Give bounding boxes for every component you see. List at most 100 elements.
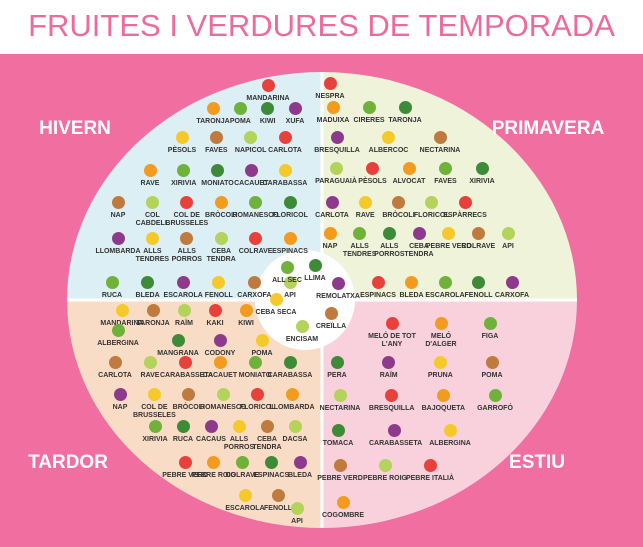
item-icon: [366, 162, 379, 175]
item-icon: [325, 196, 339, 209]
item-icon: [288, 102, 302, 115]
item-label: NECTARINA: [419, 147, 461, 154]
item-icon: [182, 388, 196, 401]
item-icon: [111, 232, 125, 245]
item-label: BAJOQUETA: [421, 405, 466, 412]
item-icon: [249, 196, 263, 209]
season-name: PRIMAVERA: [491, 118, 605, 139]
item-icon: [232, 420, 246, 433]
title-band: [0, 0, 643, 54]
item-icon: [206, 102, 220, 115]
item-label: ESCAROLA: [163, 292, 203, 299]
item-label: ALLS TENDRES: [135, 248, 170, 263]
item-icon: [108, 356, 122, 369]
item-label: BRESQUILLA: [368, 405, 415, 412]
item-label: ALBERGINA: [97, 340, 139, 347]
item-label: PÈSOLS: [167, 147, 197, 154]
item-label: PEBRE VERD: [162, 472, 208, 479]
item-label: NAPICOL: [234, 147, 267, 154]
item-icon: [382, 131, 395, 144]
item-icon: [283, 356, 297, 369]
item-icon: [244, 131, 258, 144]
item-label: CARABASSA: [267, 372, 313, 379]
item-icon: [398, 101, 412, 114]
item-label: CEBA SECA: [255, 309, 297, 316]
item-icon: [145, 196, 159, 209]
item-icon: [382, 227, 396, 240]
item-label: ROMANESCO: [200, 404, 247, 411]
item-label: ALVOCAT: [392, 178, 426, 185]
item-label: PERA: [327, 372, 347, 379]
item-icon: [412, 227, 426, 240]
item-icon: [331, 277, 345, 290]
item-icon: [290, 502, 304, 515]
item-label: MONIATO: [201, 180, 234, 187]
item-label: POMA: [251, 350, 273, 357]
item-icon: [238, 489, 252, 502]
item-icon: [434, 317, 448, 330]
item-icon: [505, 276, 519, 289]
item-label: NECTARINA: [319, 405, 361, 412]
item-icon: [442, 227, 456, 240]
item-icon: [146, 304, 160, 317]
item-label: ALLS TENDRES: [342, 243, 377, 258]
item-icon: [333, 389, 347, 402]
item-label: ALLS PORROS: [374, 243, 405, 258]
item-label: FENOLL: [464, 292, 493, 299]
item-label: KAKI: [206, 320, 224, 327]
item-icon: [278, 164, 292, 177]
item-icon: [249, 232, 263, 245]
item-label: PARAGUAIÀ: [315, 178, 357, 185]
item-label: DACSA: [282, 436, 308, 443]
item-icon: [208, 304, 222, 317]
item-icon: [283, 232, 297, 245]
item-icon: [283, 196, 297, 209]
item-label: BRÒCOLI: [205, 212, 238, 219]
season-name: TARDOR: [28, 452, 108, 473]
item-label: FENOLL: [264, 505, 292, 512]
item-label: PÈSOLS: [358, 178, 387, 185]
item-icon: [362, 101, 376, 114]
item-icon: [278, 131, 292, 144]
item-icon: [472, 276, 485, 289]
item-label: CEBA TENDRA: [404, 243, 434, 258]
item-label: NAP: [322, 243, 338, 250]
item-icon: [180, 196, 194, 209]
item-icon: [387, 424, 401, 437]
item-icon: [371, 276, 385, 289]
item-label: COLRAVE: [461, 243, 496, 250]
item-icon: [331, 424, 345, 437]
item-icon: [145, 232, 159, 245]
item-label: CARXOFA: [494, 292, 530, 299]
item-label: TARONJA: [136, 320, 170, 327]
item-label: PEBRE VERD: [317, 475, 363, 482]
item-icon: [425, 196, 439, 209]
item-label: RAVE: [140, 180, 160, 187]
item-icon: [336, 496, 350, 509]
item-label: TOMACA: [322, 440, 354, 447]
item-icon: [255, 334, 269, 347]
item-label: MONIATO: [238, 372, 272, 379]
item-icon: [261, 79, 275, 92]
item-icon: [471, 227, 485, 240]
item-label: LLOMBARDA: [269, 404, 315, 411]
item-label: GARROFÓ: [477, 405, 513, 412]
item-label: CIRERES: [353, 117, 385, 124]
item-label: FAVES: [434, 178, 457, 185]
item-label: CEBA TENDRA: [206, 248, 236, 263]
item-icon: [213, 334, 227, 347]
item-icon: [260, 420, 274, 433]
item-label: LLOMBARDA: [95, 248, 141, 255]
item-icon: [293, 456, 307, 469]
item-icon: [247, 276, 261, 289]
item-label: RAÏM: [175, 320, 193, 327]
item-icon: [180, 232, 194, 245]
item-label: FLORICOL: [239, 404, 276, 411]
item-label: BRESQUILLA: [314, 147, 360, 154]
item-label: CACAUS: [196, 436, 226, 443]
item-icon: [308, 259, 322, 272]
item-icon: [213, 356, 227, 369]
item-label: CARLOTA: [98, 372, 132, 379]
